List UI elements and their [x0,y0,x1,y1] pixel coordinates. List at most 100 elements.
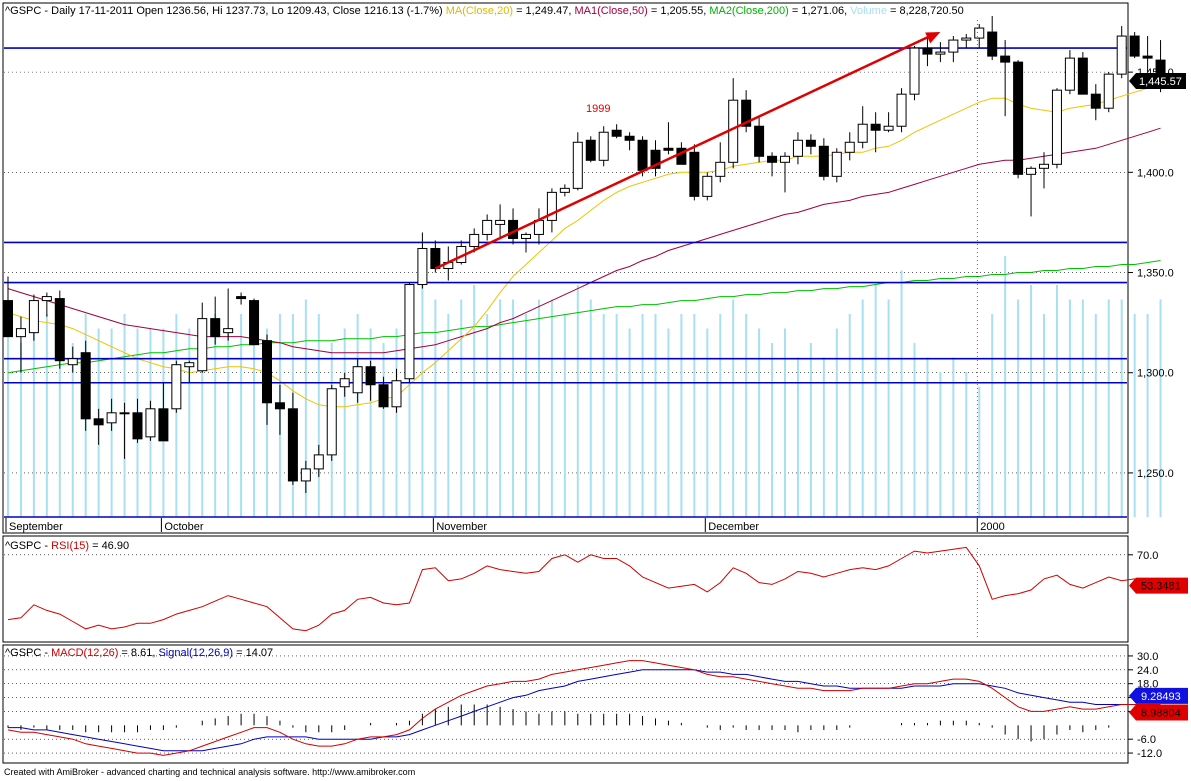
volume-bar [45,314,48,517]
bullish-candle [831,151,842,177]
bullish-candle [948,39,959,53]
bearish-candle [378,384,389,408]
volume-bar [512,299,515,517]
rsi-line [7,546,1161,632]
volume-bar [537,299,540,517]
volume-bar [460,299,463,517]
signal-last-label: 9.28493 [1141,691,1181,703]
macd-tick-label: 24.0 [1137,665,1158,677]
volume-bar [343,328,346,517]
volume-bar [887,299,890,517]
bullish-candle [28,300,39,334]
header-ma200-label: MA2(Close,200) [709,5,788,17]
bullish-candle [961,37,972,41]
macd-tick-label: -12.0 [1137,748,1162,760]
bearish-candle [1090,93,1101,109]
price-tick-label: 1,400.0 [1137,167,1174,179]
volume-bar [525,314,527,517]
bullish-candle [780,155,790,163]
bullish-candle [1039,163,1049,169]
signal-series-name: Signal(12,26,9) [158,647,233,659]
bullish-candle [572,141,583,189]
bullish-candle [171,364,182,410]
bearish-candle [236,296,247,300]
volume-bar [227,328,230,517]
volume-bar [900,270,903,517]
bearish-candle [741,99,752,127]
bullish-candle [1103,73,1114,109]
bearish-candle [624,135,635,141]
volume-bar [835,328,838,517]
volume-bar [641,314,644,517]
bearish-candle [663,147,674,151]
bullish-candle [857,123,868,143]
bearish-candle [1000,55,1011,63]
price-header: ^GSPC - Daily 17-11-2011 Open 1236.56, H… [5,5,964,17]
bullish-candle [495,219,506,225]
header-ma200-value: = 1,271.06, [789,5,850,17]
volume-bar [563,314,566,517]
bullish-candle [391,380,402,408]
signal-line [8,669,1161,752]
bearish-candle [132,412,143,440]
bullish-candle [41,296,52,302]
volume-bar [784,328,786,517]
signal-last-marker: 9.28493 [1129,687,1188,704]
volume-bar [1030,285,1033,517]
bullish-candle [469,233,480,247]
volume-bar [58,328,61,517]
volume-bar [1055,285,1058,517]
volume-bar [667,328,670,517]
bearish-candle [818,145,829,177]
volume-bar [1159,299,1162,517]
volume-bar [447,314,450,517]
header-ma50-value: = 1,205.55, [648,5,709,17]
bullish-candle [15,328,26,338]
volume-bar [240,314,243,517]
macd-last-marker: 8.98804 [1129,704,1188,721]
bullish-candle [482,219,493,235]
volume-bar [719,314,722,517]
bearish-candle [274,402,285,410]
bullish-candle [1116,35,1127,75]
volume-bar [19,343,22,517]
ma200-line [7,260,1161,374]
macd-header: ^GSPC - MACD(12,26) = 8.61, Signal(12,26… [5,647,273,659]
bullish-candle [404,284,415,380]
volume-bar [939,372,942,517]
volume-bar [758,328,761,517]
volume-bar [771,343,774,517]
macd-panel-frame [2,644,1129,764]
volume-bar [1107,299,1110,517]
header-volume-label: Volume [850,5,887,17]
price-panel-frame [2,2,1129,534]
month-label: December [708,521,759,533]
bullish-candle [1064,57,1075,91]
volume-bar [693,314,696,517]
volume-bar [589,299,592,517]
bearish-candle [754,125,765,157]
volume-bar [1146,314,1149,517]
volume-bar [7,314,9,517]
header-ma20-label: MA(Close,20) [446,5,513,17]
volume-bar [628,328,631,517]
volume-bar [732,299,735,517]
bearish-candle [1129,35,1140,57]
bullish-candle [909,47,920,95]
volume-bar [382,343,385,517]
bullish-candle [1026,167,1037,175]
bullish-candle [1051,89,1062,165]
bullish-candle [974,27,985,39]
ma50-line [7,127,1161,354]
bullish-candle [197,318,208,372]
volume-bar [395,328,398,517]
volume-bar [965,372,968,517]
month-label: September [9,521,63,533]
volume-bar [434,299,437,517]
month-label: 2000 [980,521,1004,533]
bearish-candle [1077,57,1088,95]
volume-bar [874,285,877,517]
bearish-candle [689,151,700,197]
